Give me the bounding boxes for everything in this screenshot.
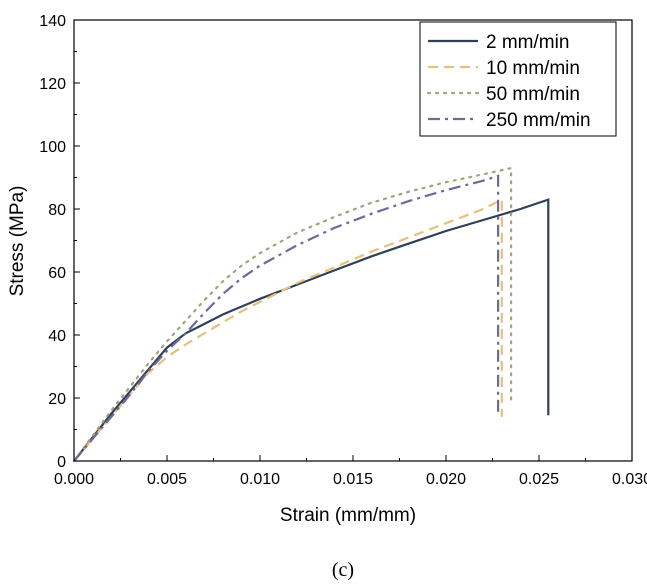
x-tick-label: 0.005 xyxy=(147,471,187,488)
y-tick-label: 20 xyxy=(48,391,66,408)
series-line-2 xyxy=(72,166,513,463)
y-tick-label: 100 xyxy=(39,139,66,156)
x-axis-ticks: 0.000 0.005 0.010 0.015 0.020 0.025 0.030 xyxy=(54,455,647,488)
x-tick-label: 0.025 xyxy=(519,471,559,488)
series-line-0 xyxy=(73,198,550,462)
y-tick-label: 120 xyxy=(39,76,66,93)
plot-lines xyxy=(72,166,550,463)
x-tick-label: 0.015 xyxy=(333,471,373,488)
y-axis-ticks: 0 20 40 60 80 100 120 140 xyxy=(39,13,80,471)
x-axis-label: Strain (mm/mm) xyxy=(280,505,416,526)
legend: 2 mm/min 10 mm/min 50 mm/min 250 mm/min xyxy=(419,21,617,137)
y-axis-label: Stress (MPa) xyxy=(7,186,28,297)
y-tick-label: 0 xyxy=(57,454,66,471)
x-tick-label: 0.020 xyxy=(426,471,466,488)
x-tick-label: 0.000 xyxy=(54,471,94,488)
y-tick-label: 60 xyxy=(48,265,66,282)
legend-label-1: 10 mm/min xyxy=(486,58,580,79)
figure-caption: (c) xyxy=(332,559,354,581)
legend-label-2: 50 mm/min xyxy=(486,84,580,105)
legend-label-0: 2 mm/min xyxy=(486,32,569,53)
x-tick-label: 0.030 xyxy=(612,471,647,488)
x-tick-label: 0.010 xyxy=(240,471,280,488)
legend-label-3: 250 mm/min xyxy=(486,110,591,131)
y-tick-label: 80 xyxy=(48,202,66,219)
series-line-3 xyxy=(73,174,500,462)
y-tick-label: 140 xyxy=(39,13,66,30)
y-tick-label: 40 xyxy=(48,328,66,345)
